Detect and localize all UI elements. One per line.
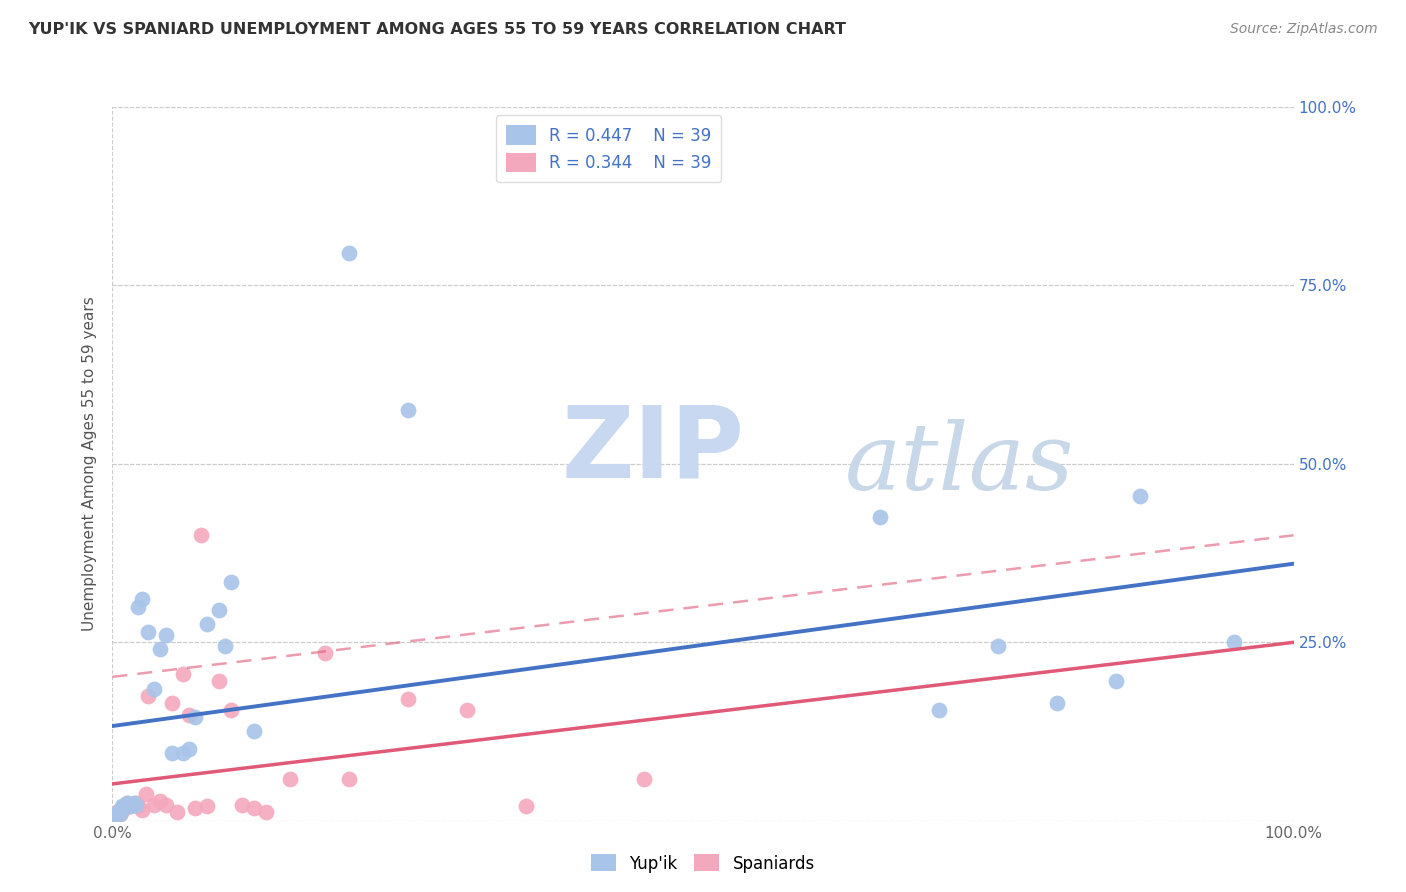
Point xyxy=(456,703,478,717)
Point xyxy=(149,642,172,657)
Point xyxy=(105,805,128,819)
Text: atlas: atlas xyxy=(845,419,1074,508)
Point xyxy=(117,797,139,812)
Point xyxy=(136,689,159,703)
Point xyxy=(112,799,135,814)
Point xyxy=(190,528,212,542)
Point xyxy=(231,797,253,812)
Point xyxy=(195,799,218,814)
Point xyxy=(111,803,134,817)
Point xyxy=(515,799,537,814)
Point xyxy=(179,708,201,723)
Point xyxy=(396,692,419,706)
Point xyxy=(243,724,266,739)
Point xyxy=(208,674,231,689)
Point xyxy=(110,805,132,819)
Point xyxy=(112,801,135,815)
Point xyxy=(120,799,142,814)
Point xyxy=(219,703,242,717)
Y-axis label: Unemployment Among Ages 55 to 59 years: Unemployment Among Ages 55 to 59 years xyxy=(82,296,97,632)
Point xyxy=(114,797,136,812)
Legend: R = 0.447    N = 39, R = 0.344    N = 39: R = 0.447 N = 39, R = 0.344 N = 39 xyxy=(496,115,721,182)
Point xyxy=(131,803,153,817)
Point xyxy=(278,772,301,787)
Point xyxy=(928,703,950,717)
Point xyxy=(633,772,655,787)
Point xyxy=(105,808,128,822)
Point xyxy=(195,617,218,632)
Point xyxy=(120,799,142,814)
Point xyxy=(142,797,165,812)
Point xyxy=(125,796,148,810)
Point xyxy=(208,603,231,617)
Point xyxy=(314,646,336,660)
Point xyxy=(125,797,148,812)
Point xyxy=(127,799,149,814)
Point xyxy=(122,796,145,810)
Text: Source: ZipAtlas.com: Source: ZipAtlas.com xyxy=(1230,22,1378,37)
Point xyxy=(337,246,360,260)
Point xyxy=(219,574,242,589)
Point xyxy=(111,799,134,814)
Point xyxy=(107,805,129,819)
Point xyxy=(184,710,207,724)
Point xyxy=(160,746,183,760)
Point xyxy=(172,667,194,681)
Point xyxy=(136,624,159,639)
Point xyxy=(184,801,207,815)
Point xyxy=(108,806,131,821)
Point xyxy=(135,787,157,801)
Point xyxy=(131,592,153,607)
Point xyxy=(166,805,188,819)
Point xyxy=(110,803,132,817)
Point xyxy=(987,639,1010,653)
Point xyxy=(112,801,135,815)
Point xyxy=(142,681,165,696)
Point xyxy=(115,796,138,810)
Point xyxy=(172,746,194,760)
Point xyxy=(1223,635,1246,649)
Point xyxy=(179,742,201,756)
Point xyxy=(115,796,138,810)
Point xyxy=(105,806,128,821)
Point xyxy=(1129,489,1152,503)
Point xyxy=(155,797,177,812)
Point xyxy=(104,808,127,822)
Point xyxy=(149,794,172,808)
Text: YUP'IK VS SPANIARD UNEMPLOYMENT AMONG AGES 55 TO 59 YEARS CORRELATION CHART: YUP'IK VS SPANIARD UNEMPLOYMENT AMONG AG… xyxy=(28,22,846,37)
Point xyxy=(122,797,145,812)
Point xyxy=(869,510,891,524)
Point xyxy=(108,806,131,821)
Point xyxy=(396,403,419,417)
Point xyxy=(1105,674,1128,689)
Point xyxy=(105,806,128,821)
Point xyxy=(155,628,177,642)
Point xyxy=(160,696,183,710)
Point xyxy=(1046,696,1069,710)
Legend: Yup'ik, Spaniards: Yup'ik, Spaniards xyxy=(585,847,821,880)
Point xyxy=(337,772,360,787)
Point xyxy=(214,639,236,653)
Point xyxy=(104,810,127,824)
Point xyxy=(254,805,277,819)
Point xyxy=(107,808,129,822)
Point xyxy=(243,801,266,815)
Point xyxy=(127,599,149,614)
Text: ZIP: ZIP xyxy=(561,401,744,498)
Point xyxy=(112,799,135,814)
